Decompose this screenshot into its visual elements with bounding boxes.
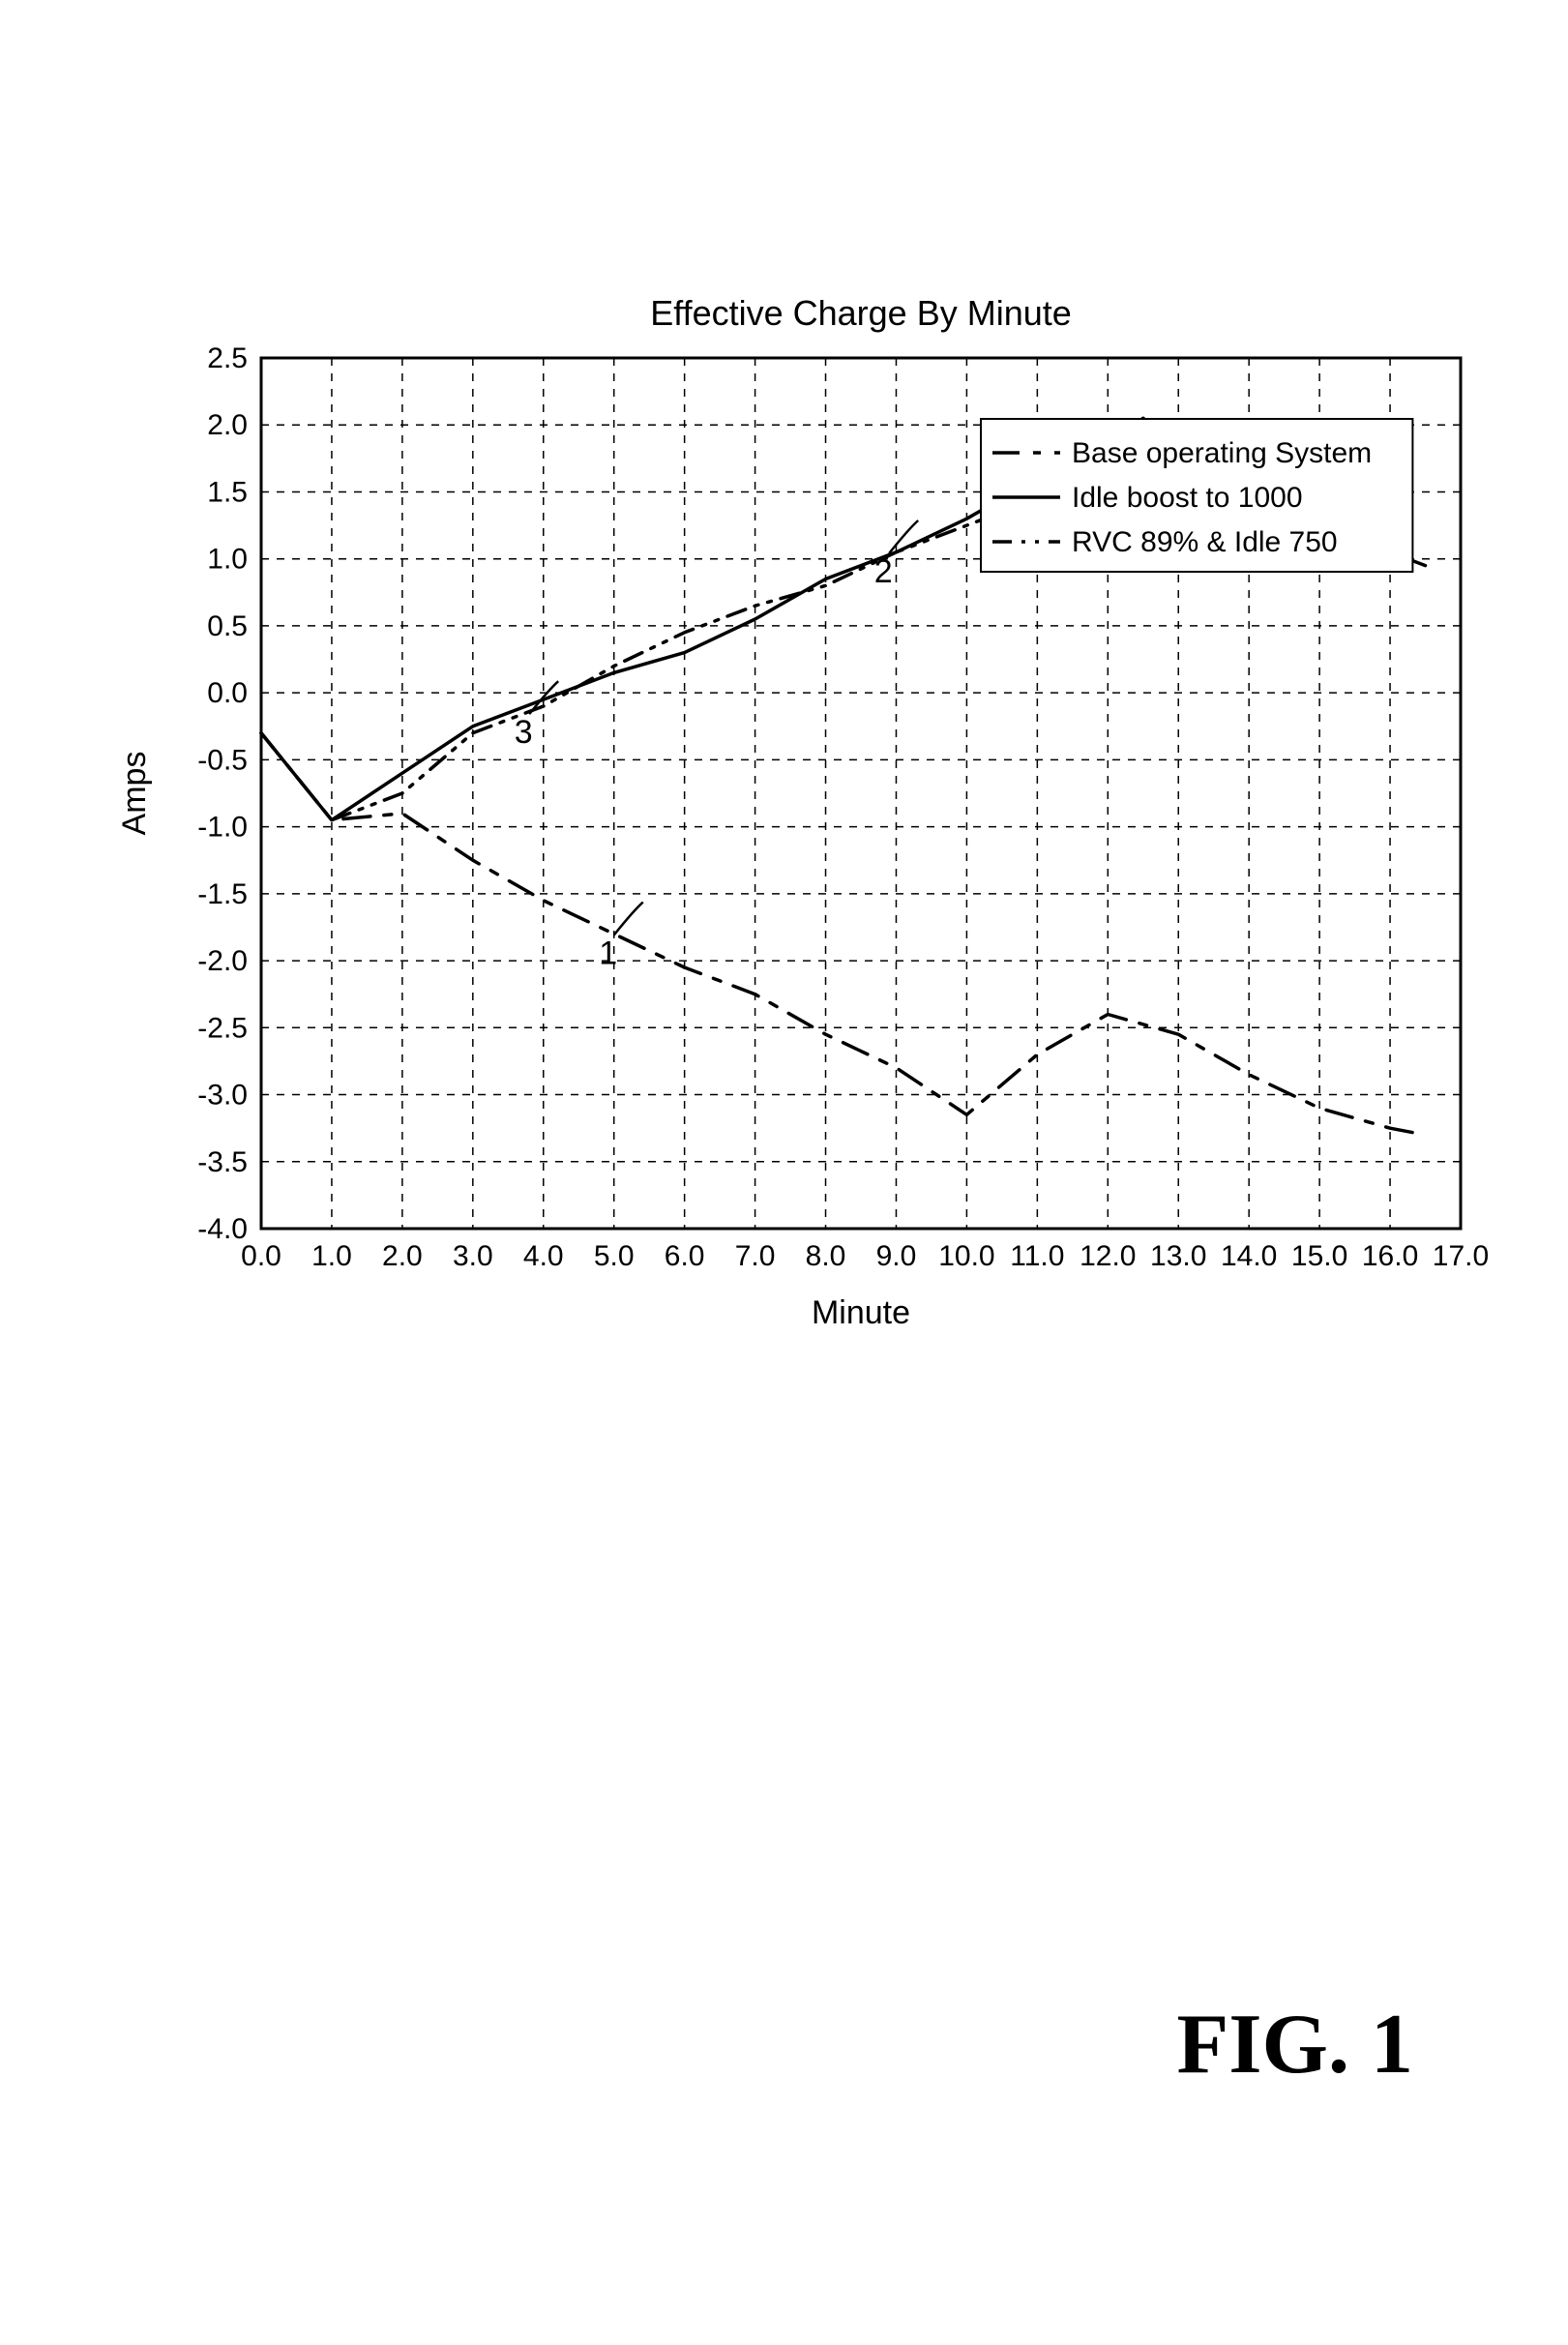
series-annotation-rvc: 3 [515,714,533,751]
series-base [261,733,1426,1135]
series-annotation-base: 1 [599,935,617,972]
x-tick-label: 3.0 [453,1240,493,1272]
x-tick-label: 13.0 [1150,1240,1206,1272]
y-tick-label: 2.5 [207,342,248,374]
legend-label: Idle boost to 1000 [1072,482,1303,514]
series-annotation-idle1000: 2 [874,553,893,590]
x-tick-label: 5.0 [594,1240,635,1272]
x-tick-label: 16.0 [1362,1240,1418,1272]
legend-label: RVC 89% & Idle 750 [1072,526,1338,558]
x-tick-label: 15.0 [1291,1240,1347,1272]
y-axis-label: Amps [116,752,153,836]
y-tick-label: 1.5 [207,476,248,508]
page: Effective Charge By Minute 0.0 1.0 2.0 3.0 4.… [0,0,1568,2345]
y-tick-label: -1.5 [197,878,248,910]
legend-label: Base operating System [1072,437,1372,469]
x-tick-label: 14.0 [1221,1240,1277,1272]
y-tick-label: -3.0 [197,1080,248,1112]
y-tick-label: 0.0 [207,677,248,709]
x-tick-label: 2.0 [382,1240,423,1272]
x-tick-label: 6.0 [665,1240,705,1272]
y-tick-label: -4.0 [197,1213,248,1245]
y-tick-label: -2.5 [197,1012,248,1044]
chart-container: Effective Charge By Minute 0.0 1.0 2.0 3.0 4.… [58,271,1509,1393]
x-axis-label: Minute [812,1294,910,1331]
x-tick-label: 9.0 [876,1240,917,1272]
y-tick-label: -1.0 [197,812,248,844]
y-tick-label: 1.0 [207,544,248,576]
y-tick-label: 0.5 [207,610,248,642]
x-tick-label: 12.0 [1080,1240,1136,1272]
y-tick-label: -0.5 [197,744,248,776]
chart-title: Effective Charge By Minute [650,293,1072,333]
x-tick-label: 11.0 [1010,1240,1064,1272]
y-tick-label: 2.0 [207,409,248,441]
x-tick-label: 1.0 [311,1240,352,1272]
y-tick-label: -3.5 [197,1146,248,1178]
y-tick-label: -2.0 [197,945,248,977]
figure-label: FIG. 1 [1177,1996,1413,2093]
x-tick-label: 4.0 [523,1240,564,1272]
x-tick-label: 10.0 [938,1240,994,1272]
x-tick-label: 17.0 [1433,1240,1489,1272]
x-tick-label: 8.0 [806,1240,846,1272]
line-chart: Effective Charge By Minute 0.0 1.0 2.0 3.0 4.… [58,271,1509,1393]
x-tick-label: 7.0 [735,1240,776,1272]
